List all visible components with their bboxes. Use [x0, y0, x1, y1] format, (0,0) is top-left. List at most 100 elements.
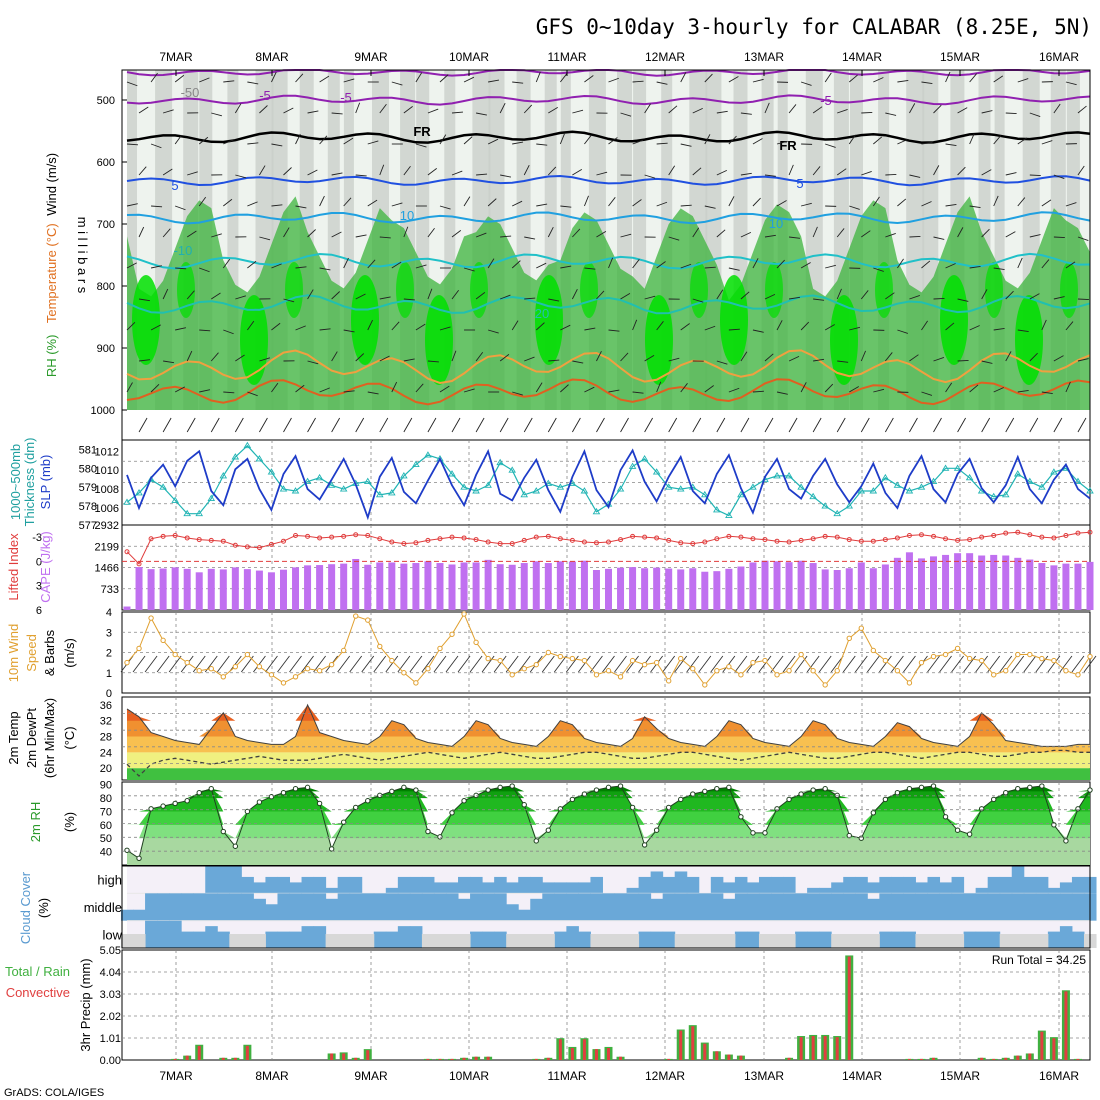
wind10-tick: 0 — [106, 688, 112, 700]
cloud-high-bar — [337, 876, 351, 894]
wind-barb — [222, 258, 231, 269]
cloud-high-bar — [843, 876, 856, 894]
wind-barb — [415, 72, 423, 83]
wind-barb — [692, 107, 703, 114]
wind-barb — [668, 165, 676, 176]
cloud-level-low: low — [102, 927, 122, 942]
li-point — [630, 533, 636, 539]
cape-bar — [821, 569, 829, 610]
pressure-tick: 500 — [97, 95, 115, 107]
wind10-point — [545, 649, 552, 656]
cloud-high-bar — [325, 887, 339, 894]
label-10m-wind: 10m Wind — [6, 624, 21, 683]
wind-barb — [391, 321, 400, 331]
surface-wind-barb — [620, 417, 629, 433]
wind-barb — [764, 293, 776, 300]
cloud-low-bar — [301, 926, 315, 948]
wind-barb — [776, 200, 787, 207]
wind10-point — [690, 666, 696, 672]
cape-bar — [556, 561, 564, 610]
surface-wind-barb — [427, 417, 437, 433]
cloud-middle-bar — [554, 893, 567, 921]
temp-tick: 32 — [100, 716, 112, 728]
cape-bar — [243, 569, 251, 610]
cape-bar — [845, 568, 853, 610]
wind-barb — [824, 72, 832, 83]
date-top-15mar: 15MAR — [940, 50, 980, 64]
wind10-point — [641, 661, 648, 668]
cloud-high-bar — [855, 876, 868, 894]
label-wind: Wind (m/s) — [44, 153, 59, 216]
rh2m-point — [244, 808, 251, 815]
thickness-point — [327, 481, 336, 488]
rh2m-point — [533, 838, 539, 844]
cloud-low-bar — [1059, 926, 1073, 948]
wind-barb — [716, 289, 724, 300]
li-tick: -3 — [32, 532, 42, 544]
wind-barb — [439, 326, 451, 331]
label-precip-axis: 3hr Precip (mm) — [78, 958, 93, 1051]
label-temp-unit: (°C) — [62, 726, 77, 749]
cape-bar — [905, 552, 913, 610]
cloud-middle-bar — [289, 893, 303, 921]
surface-wind-barb — [692, 417, 702, 433]
wind-barb — [752, 138, 763, 145]
cloud-middle-bar — [758, 893, 772, 921]
wind-barb — [1053, 355, 1064, 362]
surface-barb — [662, 655, 676, 673]
date-top-13mar: 13MAR — [744, 50, 784, 64]
contour-label: -10 — [174, 243, 193, 258]
rh2m-point — [196, 790, 202, 796]
wind-barb — [295, 384, 305, 393]
wind10-point — [340, 647, 347, 654]
surface-barb — [192, 655, 206, 673]
cape-bar — [713, 571, 721, 610]
wind-barb — [572, 360, 584, 364]
surface-wind-barb — [1053, 417, 1063, 433]
cloud-level-middle: middle — [84, 900, 122, 915]
wind-barb — [162, 109, 174, 114]
pressure-tick: 1000 — [91, 405, 115, 417]
surface-wind-barb — [764, 417, 774, 433]
wind-barb — [945, 322, 955, 331]
rh-bright-blob — [396, 262, 414, 318]
cape-bar — [267, 572, 275, 610]
cloud-high-bar — [1047, 887, 1061, 894]
cloud-middle-bar — [301, 893, 315, 921]
cloud-high-bar — [458, 876, 471, 894]
cloud-high-bar — [771, 876, 784, 894]
wind-barb — [740, 231, 752, 238]
wind-barb — [283, 298, 295, 303]
cape-bar — [869, 568, 877, 610]
surface-barb — [1083, 655, 1097, 673]
cloud-high-bar — [746, 882, 760, 894]
wind-barb — [680, 143, 692, 147]
rh2m-point — [942, 814, 949, 820]
thickness-point — [448, 470, 456, 477]
wind-barb — [379, 236, 391, 239]
cloud-high-bar — [542, 882, 555, 894]
wind-barb — [247, 260, 257, 269]
wind-barb — [235, 354, 245, 362]
wind-barb — [993, 195, 999, 207]
rh2m-point — [858, 835, 864, 841]
wind-barb — [849, 386, 860, 393]
surface-wind-barb — [909, 417, 918, 433]
wind10-point — [485, 655, 491, 662]
cape-bar — [990, 554, 998, 610]
slp-tick: 1008 — [95, 484, 119, 496]
rh2m-point — [437, 834, 443, 840]
wind-barb — [933, 297, 945, 300]
li-point — [425, 537, 431, 543]
wind-barb — [873, 136, 883, 145]
cape-bar — [279, 569, 287, 610]
wind-barb — [921, 81, 933, 84]
cloud-low-bar — [1047, 931, 1061, 948]
upper-panel-labels: RH (%) Temperature (°C) Wind (m/s) m i l… — [44, 153, 90, 377]
surface-barb — [951, 655, 964, 673]
rh2m-point — [136, 855, 142, 862]
wind-barb — [186, 290, 195, 300]
wind-barb — [1077, 236, 1089, 242]
wind-barb — [355, 102, 361, 114]
cape-bar — [930, 556, 938, 610]
